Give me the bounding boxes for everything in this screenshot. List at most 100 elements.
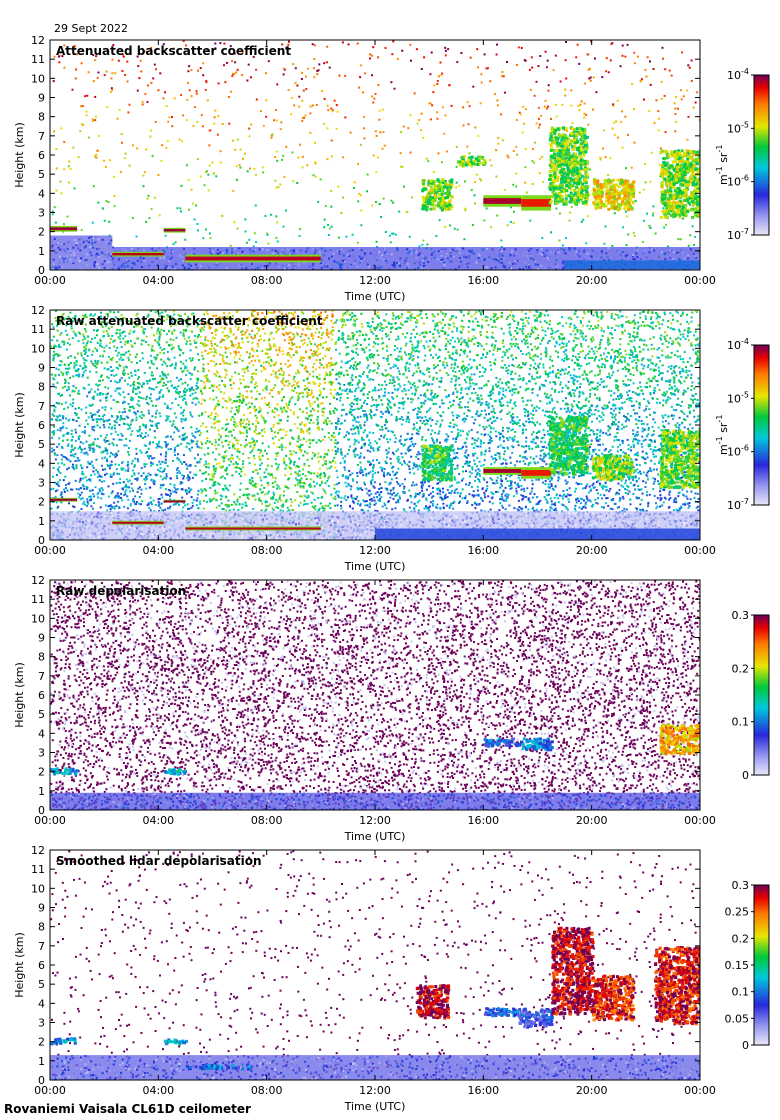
noise-mark: [437, 75, 440, 78]
noise-mark: [429, 501, 432, 504]
precip-patch-mark: [434, 190, 438, 194]
precip-patch-mark: [553, 128, 557, 132]
layer-speck: [596, 252, 599, 255]
noise-mark: [349, 131, 352, 134]
precip-patch-mark: [446, 195, 449, 199]
noise-mark: [196, 158, 199, 161]
layer-speck: [642, 252, 645, 255]
noise-mark: [244, 152, 246, 155]
precip-patch-mark: [580, 194, 583, 197]
noise-mark: [490, 164, 493, 167]
precip-patch-mark: [585, 179, 588, 183]
precip-patch-mark: [686, 209, 690, 213]
noise-mark: [587, 448, 590, 451]
precip-patch-mark: [618, 207, 621, 211]
precip-patch-mark: [556, 179, 560, 183]
layer-speck: [437, 258, 440, 261]
noise-mark: [686, 138, 689, 141]
layer-speck: [554, 263, 557, 266]
noise-mark: [90, 313, 92, 316]
noise-mark: [372, 398, 375, 401]
noise-mark: [394, 233, 397, 236]
noise-mark: [55, 189, 58, 192]
noise-mark: [53, 410, 56, 413]
precip-patch-mark: [696, 195, 700, 199]
layer-speck: [588, 268, 591, 270]
precip-patch-mark: [671, 206, 675, 210]
noise-mark: [508, 484, 511, 487]
layer-speck: [120, 268, 123, 270]
layer-speck: [440, 250, 443, 253]
noise-mark: [235, 165, 238, 168]
noise-mark: [172, 243, 175, 246]
precip-patch-mark: [553, 164, 557, 168]
precip-patch-mark: [678, 156, 682, 160]
noise-mark: [186, 98, 189, 101]
noise-mark: [655, 99, 658, 102]
noise-mark: [356, 241, 359, 244]
noise-mark: [628, 490, 631, 493]
precip-patch-mark: [548, 173, 552, 177]
noise-mark: [228, 312, 231, 315]
precip-patch-mark: [567, 178, 571, 182]
noise-mark: [131, 397, 134, 400]
precip-patch-mark: [677, 206, 681, 210]
noise-mark: [583, 370, 586, 372]
noise-mark: [370, 415, 372, 417]
precip-patch-mark: [662, 157, 666, 160]
noise-mark: [470, 189, 473, 192]
noise-mark: [287, 43, 290, 46]
noise-mark: [517, 46, 520, 49]
precip-patch-mark: [695, 150, 699, 154]
precip-patch-mark: [564, 142, 567, 146]
noise-mark: [645, 75, 648, 78]
precip-patch-mark: [575, 127, 579, 131]
noise-mark: [500, 113, 503, 116]
layer-solid: [564, 260, 700, 270]
layer-speck: [59, 244, 62, 247]
noise-mark: [151, 154, 154, 157]
noise-mark: [558, 212, 561, 215]
layer-speck: [311, 264, 314, 267]
noise-mark: [611, 42, 614, 45]
precip-patch-mark: [551, 183, 555, 187]
noise-mark: [328, 227, 331, 230]
noise-mark: [297, 445, 300, 448]
layer-speck: [607, 247, 610, 250]
noise-mark: [184, 238, 187, 241]
cloud-core: [185, 256, 321, 261]
precip-patch-mark: [554, 186, 558, 190]
layer-speck: [320, 258, 323, 261]
noise-mark: [92, 120, 94, 123]
noise-mark: [406, 332, 409, 335]
precip-patch-mark: [552, 136, 556, 140]
noise-mark: [109, 310, 112, 313]
layer-speck: [634, 258, 636, 261]
noise-mark: [392, 232, 395, 235]
noise-mark: [89, 447, 92, 450]
noise-mark: [357, 386, 360, 389]
noise-mark: [92, 80, 95, 83]
precip-patch-mark: [565, 137, 569, 141]
noise-mark: [625, 167, 627, 170]
noise-mark: [360, 143, 362, 146]
precip-patch-mark: [570, 164, 574, 168]
noise-mark: [298, 95, 301, 98]
noise-mark: [195, 204, 198, 207]
noise-mark: [563, 493, 566, 496]
noise-mark: [53, 130, 56, 133]
noise-mark: [521, 507, 524, 510]
noise-mark: [668, 69, 671, 72]
noise-mark: [648, 226, 651, 229]
noise-mark: [310, 342, 313, 345]
noise-mark: [100, 374, 103, 377]
noise-mark: [462, 465, 464, 468]
noise-mark: [132, 144, 134, 147]
layer-speck: [131, 266, 134, 269]
noise-mark: [291, 453, 294, 456]
layer-speck: [632, 258, 635, 260]
noise-mark: [594, 311, 597, 314]
layer-speck: [554, 268, 557, 270]
precip-patch-mark: [586, 185, 590, 189]
layer-speck: [238, 264, 241, 267]
